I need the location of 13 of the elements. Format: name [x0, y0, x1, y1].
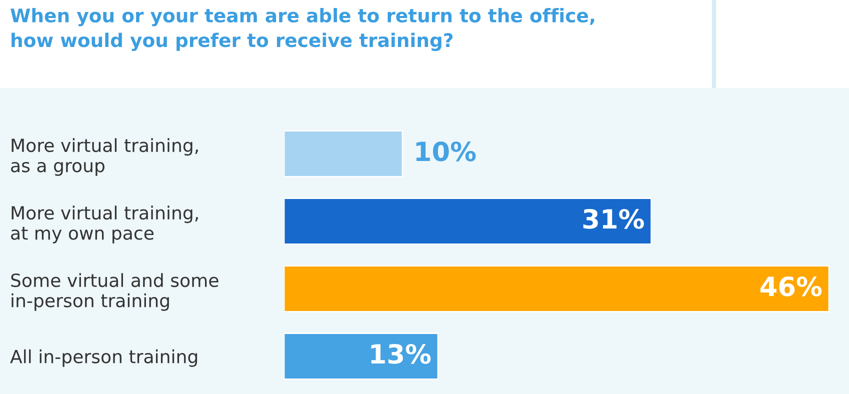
y-tick-label: All in-person training [10, 349, 198, 367]
data-label: 10% [416, 141, 476, 162]
bar [284, 198, 652, 245]
bar [284, 265, 830, 312]
data-label: 46% [760, 276, 822, 296]
data-label: 13% [371, 344, 431, 364]
y-tick-label: More virtual training, as a group [11, 138, 198, 176]
bar [284, 332, 439, 380]
bar [284, 130, 404, 178]
chart-title: When you or your team are able to return to the office, how would you prefer to receive training? [10, 8, 594, 51]
y-tick-label: Some virtual and some in-person training [11, 273, 218, 311]
y-tick-label: More virtual training, at my own pace [11, 206, 198, 244]
data-label: 31% [583, 208, 644, 229]
